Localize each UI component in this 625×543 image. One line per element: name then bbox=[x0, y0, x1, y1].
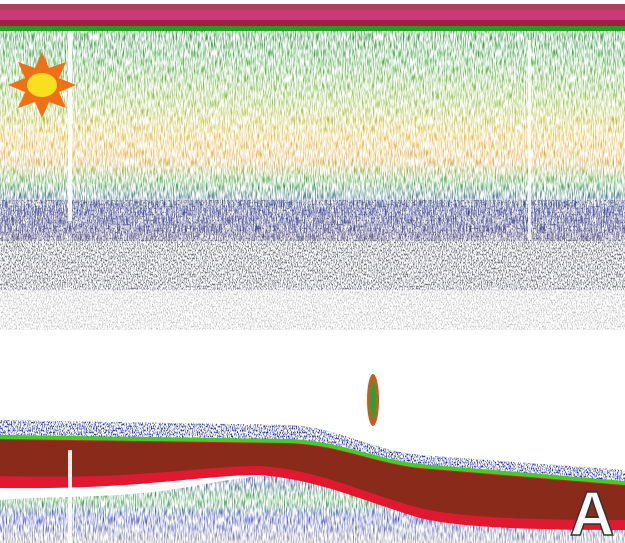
surface-band bbox=[0, 10, 625, 20]
surface-band bbox=[0, 20, 625, 26]
ping-gap bbox=[68, 450, 72, 543]
surface-line bbox=[0, 26, 625, 31]
fish-echo bbox=[370, 382, 376, 418]
scatter-speckle bbox=[0, 240, 625, 330]
panel-label: A bbox=[570, 480, 615, 543]
surface-band bbox=[0, 4, 625, 10]
ping-gap bbox=[68, 31, 72, 221]
sun-center bbox=[27, 73, 57, 97]
echogram: A bbox=[0, 0, 625, 543]
ping-gap bbox=[528, 40, 531, 240]
